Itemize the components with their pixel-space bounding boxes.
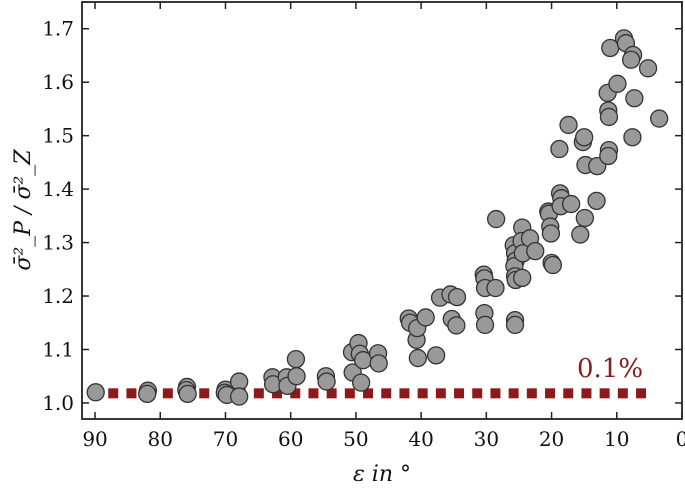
data-point	[317, 372, 336, 391]
data-point	[543, 255, 563, 275]
plot-frame	[81, 1, 683, 420]
reference-line-dash	[599, 388, 610, 399]
y-tick-label: 1.2	[42, 284, 74, 308]
x-tick-label: 20	[539, 427, 564, 451]
data-point	[513, 268, 532, 288]
data-point	[541, 224, 561, 243]
reference-line-dash	[563, 388, 574, 399]
data-point	[475, 315, 495, 335]
x-tick-label: 10	[604, 427, 629, 451]
y-tick-label: 1.3	[42, 231, 74, 255]
y-tick-label: 1.4	[42, 177, 74, 201]
reference-line-dash	[526, 388, 537, 399]
x-tick-label: 40	[408, 427, 433, 451]
x-tick-label: 60	[278, 427, 303, 451]
reference-line-dash	[581, 388, 592, 399]
reference-line-dash	[435, 388, 446, 399]
x-tick-label: 50	[343, 427, 368, 451]
reference-line-dash	[454, 388, 465, 399]
reference-line-dash	[108, 388, 119, 399]
data-point	[426, 346, 446, 365]
data-point	[416, 308, 435, 327]
data-point	[447, 287, 467, 307]
reference-line-dash	[326, 388, 337, 399]
reference-line-dash	[272, 388, 283, 399]
reference-line-dash	[417, 388, 428, 399]
x-axis-label: ε in °	[353, 462, 411, 487]
plot-area	[81, 1, 683, 420]
y-axis-label: σ̄²_P / σ̄²_Z	[11, 149, 36, 271]
reference-line-dash	[290, 388, 301, 399]
reference-line-dash	[162, 388, 173, 399]
reference-line-dash	[490, 388, 501, 399]
x-axis-ticks: 90 80 70 60 50 40 30 20 10 0	[82, 2, 685, 451]
reference-line-dash	[636, 388, 647, 399]
reference-line-dash	[472, 388, 483, 399]
reference-line-dash	[399, 388, 410, 399]
data-point	[369, 354, 388, 373]
data-point	[575, 208, 594, 228]
y-tick-label: 1.7	[42, 17, 74, 41]
x-tick-label: 90	[82, 427, 107, 451]
data-point	[599, 107, 619, 127]
data-point	[561, 194, 581, 214]
y-axis-ticks: 1.0 1.1 1.2 1.3 1.4 1.5 1.6 1.7	[42, 17, 682, 415]
data-point	[505, 315, 525, 335]
reference-line-dash	[126, 388, 137, 399]
data-point	[608, 74, 627, 93]
reference-line-dash	[508, 388, 519, 399]
data-point	[408, 348, 428, 368]
data-point	[625, 89, 644, 108]
y-tick-label: 1.6	[42, 70, 74, 94]
data-point	[575, 128, 594, 147]
data-point	[550, 139, 569, 159]
data-point	[447, 316, 466, 335]
y-tick-label: 1.5	[42, 124, 74, 148]
data-point	[559, 115, 578, 135]
data-point	[138, 384, 157, 404]
reference-line-dash	[199, 388, 210, 399]
x-tick-label: 70	[213, 427, 238, 451]
reference-line-dash	[363, 388, 374, 399]
data-points	[86, 29, 669, 406]
data-point	[230, 387, 249, 406]
x-tick-label: 0	[676, 427, 685, 451]
reference-line-dash	[545, 388, 556, 399]
data-point	[86, 383, 105, 402]
data-point	[571, 225, 590, 244]
data-point	[178, 384, 197, 404]
data-point	[286, 349, 306, 369]
reference-line-dash	[617, 388, 628, 399]
reference-line-dash	[253, 388, 264, 399]
data-point	[599, 146, 618, 166]
data-point	[621, 50, 641, 69]
x-tick-label: 30	[474, 427, 499, 451]
data-point	[287, 367, 306, 386]
data-point	[351, 373, 371, 392]
reference-line-dash	[308, 388, 319, 399]
y-tick-label: 1.0	[42, 391, 74, 415]
data-point	[486, 209, 506, 229]
x-tick-label: 80	[148, 427, 173, 451]
y-tick-label: 1.1	[42, 338, 74, 362]
reference-line	[90, 388, 647, 399]
data-point	[623, 128, 642, 147]
reference-line-dash	[381, 388, 392, 399]
data-point	[587, 191, 606, 211]
data-point	[486, 278, 505, 298]
data-point	[526, 241, 545, 261]
reference-line-dash	[344, 388, 355, 399]
data-point	[638, 59, 658, 78]
reference-line-label: 0.1%	[577, 354, 643, 384]
data-point	[650, 109, 669, 128]
